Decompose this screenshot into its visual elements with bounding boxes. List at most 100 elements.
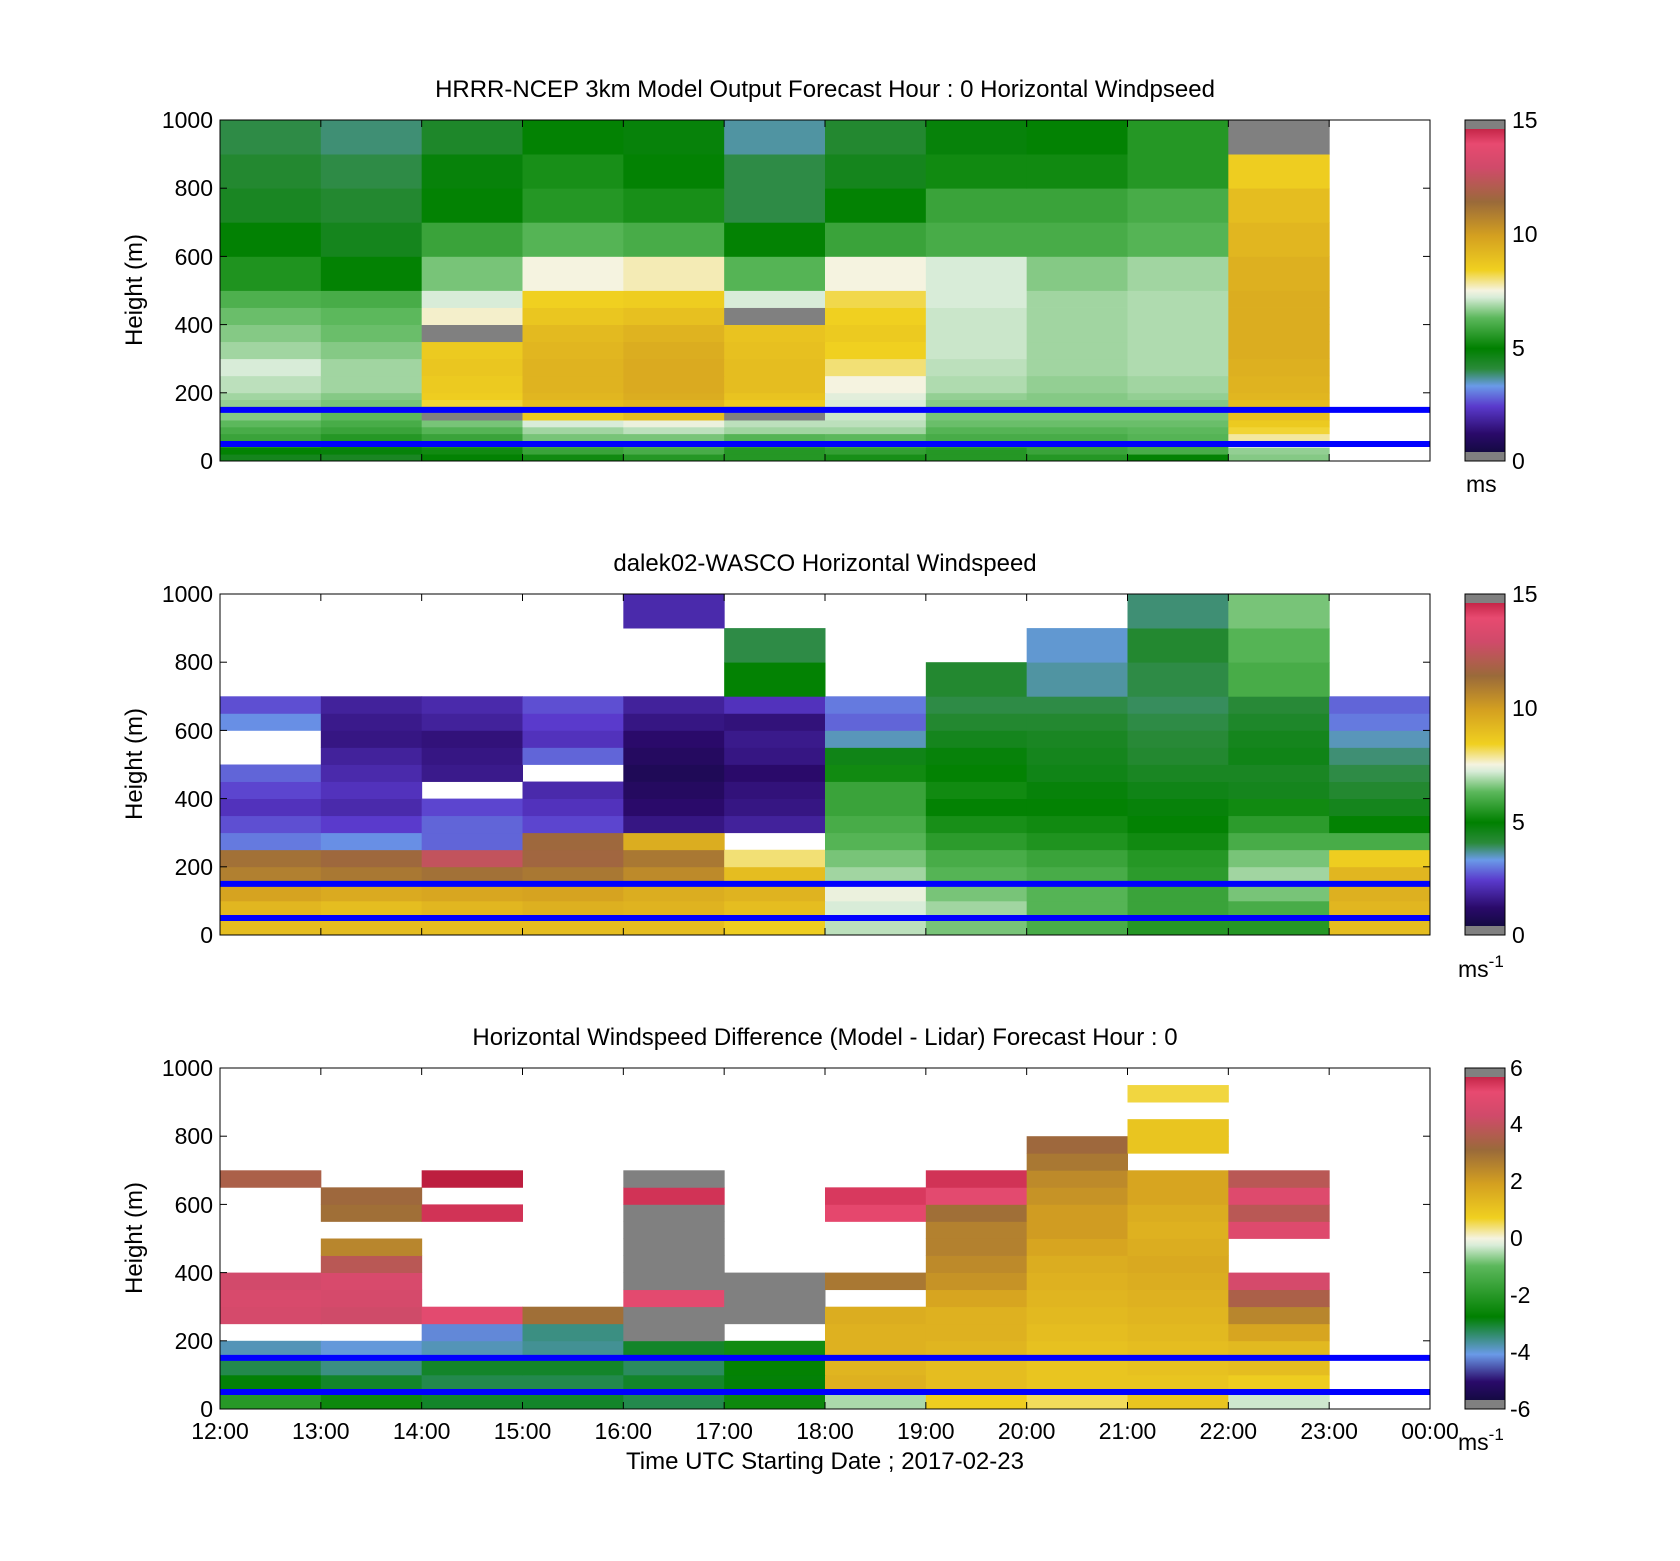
heatmap-cell bbox=[522, 341, 624, 360]
heatmap-cell bbox=[623, 154, 725, 189]
heatmap-cell bbox=[1329, 866, 1430, 885]
heatmap-cell bbox=[623, 1391, 725, 1409]
x-tick-label: 15:00 bbox=[494, 1418, 552, 1444]
heatmap-cell bbox=[825, 188, 927, 223]
heatmap-cell bbox=[724, 426, 826, 435]
heatmap-cell bbox=[421, 324, 523, 343]
heatmap-cell bbox=[1329, 730, 1430, 748]
heatmap-cell bbox=[623, 120, 725, 155]
heatmap-cell bbox=[925, 154, 1028, 189]
heatmap-cell bbox=[1228, 392, 1330, 401]
heatmap-cell bbox=[1026, 1204, 1128, 1222]
heatmap-cell bbox=[421, 1357, 523, 1376]
heatmap-cell bbox=[220, 1306, 322, 1325]
heatmap-cell bbox=[220, 764, 322, 782]
heatmap-cell bbox=[1026, 1391, 1128, 1409]
y-tick-label: 400 bbox=[175, 312, 213, 338]
y-tick-label: 400 bbox=[175, 1260, 213, 1286]
heatmap-cell bbox=[220, 188, 322, 223]
heatmap-cell bbox=[925, 1255, 1028, 1273]
heatmap-cell bbox=[825, 358, 927, 377]
heatmap-cell bbox=[825, 798, 927, 817]
heatmap-cell bbox=[724, 747, 826, 765]
heatmap-cell bbox=[825, 696, 927, 714]
heatmap-cell bbox=[1127, 1085, 1229, 1103]
heatmap-cell bbox=[1127, 628, 1229, 663]
heatmap-cell bbox=[1127, 883, 1229, 902]
heatmap-cell bbox=[1026, 832, 1128, 851]
heatmap-cell bbox=[623, 1306, 725, 1325]
heatmap-cell bbox=[724, 420, 826, 428]
y-tick-label: 0 bbox=[200, 1396, 213, 1422]
heatmap-cell bbox=[522, 256, 624, 291]
heatmap-cell bbox=[1329, 815, 1430, 834]
heatmap-cell bbox=[1228, 764, 1330, 782]
heatmap-cell bbox=[421, 426, 523, 435]
colorbar-tick: 10 bbox=[1512, 695, 1538, 721]
heatmap-cell bbox=[623, 1374, 725, 1393]
heatmap-cell bbox=[1228, 628, 1330, 663]
heatmap-cell bbox=[220, 454, 322, 461]
heatmap-cell bbox=[623, 420, 725, 428]
heatmap-cell bbox=[320, 1255, 423, 1273]
heatmap-cell bbox=[1026, 747, 1128, 765]
heatmap-cell bbox=[522, 917, 624, 935]
heatmap-cell bbox=[1026, 375, 1128, 394]
heatmap-cell bbox=[1228, 1357, 1330, 1376]
heatmap-cell bbox=[1228, 341, 1330, 360]
heatmap-cell bbox=[925, 713, 1028, 731]
colorbar-tick: -6 bbox=[1510, 1396, 1530, 1422]
heatmap-cell bbox=[1026, 713, 1128, 731]
heatmap-cell bbox=[1127, 433, 1229, 441]
heatmap-cell bbox=[623, 1357, 725, 1376]
heatmap-cell bbox=[623, 1221, 725, 1239]
colorbar-cap-bottom bbox=[1465, 1400, 1505, 1409]
heatmap-cell bbox=[220, 426, 322, 435]
heatmap-cell bbox=[925, 290, 1028, 308]
heatmap-cell bbox=[220, 307, 322, 325]
heatmap-cell bbox=[825, 1187, 927, 1205]
heatmap-cell bbox=[220, 1391, 322, 1409]
heatmap-cell bbox=[421, 307, 523, 325]
heatmap-cell bbox=[925, 256, 1028, 291]
heatmap-cell bbox=[623, 781, 725, 799]
heatmap-cell bbox=[623, 307, 725, 325]
heatmap-cell bbox=[623, 454, 725, 461]
heatmap-cell bbox=[1228, 1374, 1330, 1393]
colorbar-cap-top bbox=[1465, 120, 1505, 129]
heatmap-cell bbox=[825, 392, 927, 401]
colorbar-scale bbox=[1465, 1068, 1505, 1409]
heatmap-cell bbox=[320, 188, 423, 223]
heatmap-cell bbox=[1228, 594, 1330, 629]
heatmap-cell bbox=[320, 290, 423, 308]
heatmap-cell bbox=[522, 426, 624, 435]
y-tick-label: 1000 bbox=[162, 107, 213, 133]
heatmap-cell bbox=[1228, 1221, 1330, 1239]
x-tick-label: 23:00 bbox=[1300, 1418, 1358, 1444]
heatmap-cell bbox=[1127, 1357, 1229, 1376]
heatmap-cell bbox=[1026, 1357, 1128, 1376]
heatmap-cell bbox=[320, 358, 423, 377]
heatmap-cell bbox=[623, 900, 725, 919]
heatmap-cell bbox=[825, 832, 927, 851]
heatmap-cell bbox=[724, 324, 826, 343]
heatmap-cell bbox=[1127, 256, 1229, 291]
heatmap-cell bbox=[1228, 815, 1330, 834]
colorbar-tick: 15 bbox=[1512, 581, 1538, 607]
heatmap-cell bbox=[1127, 222, 1229, 257]
colorbar-unit: ms-1 bbox=[1458, 1425, 1504, 1455]
heatmap-cell bbox=[1026, 426, 1128, 435]
heatmap-cell bbox=[925, 1289, 1028, 1308]
heatmap-cell bbox=[522, 392, 624, 401]
heatmap-cell bbox=[1228, 188, 1330, 223]
heatmap-cell bbox=[1228, 454, 1330, 461]
heatmap-cell bbox=[1026, 188, 1128, 223]
colorbar-tick: 6 bbox=[1510, 1055, 1523, 1081]
x-tick-label: 18:00 bbox=[796, 1418, 854, 1444]
heatmap-cell bbox=[220, 420, 322, 428]
heatmap-cell bbox=[1127, 1187, 1229, 1205]
heatmap-cell bbox=[724, 1391, 826, 1409]
heatmap-cell bbox=[925, 1170, 1028, 1188]
heatmap-cell bbox=[320, 154, 423, 189]
colorbar-tick: 5 bbox=[1512, 809, 1525, 835]
